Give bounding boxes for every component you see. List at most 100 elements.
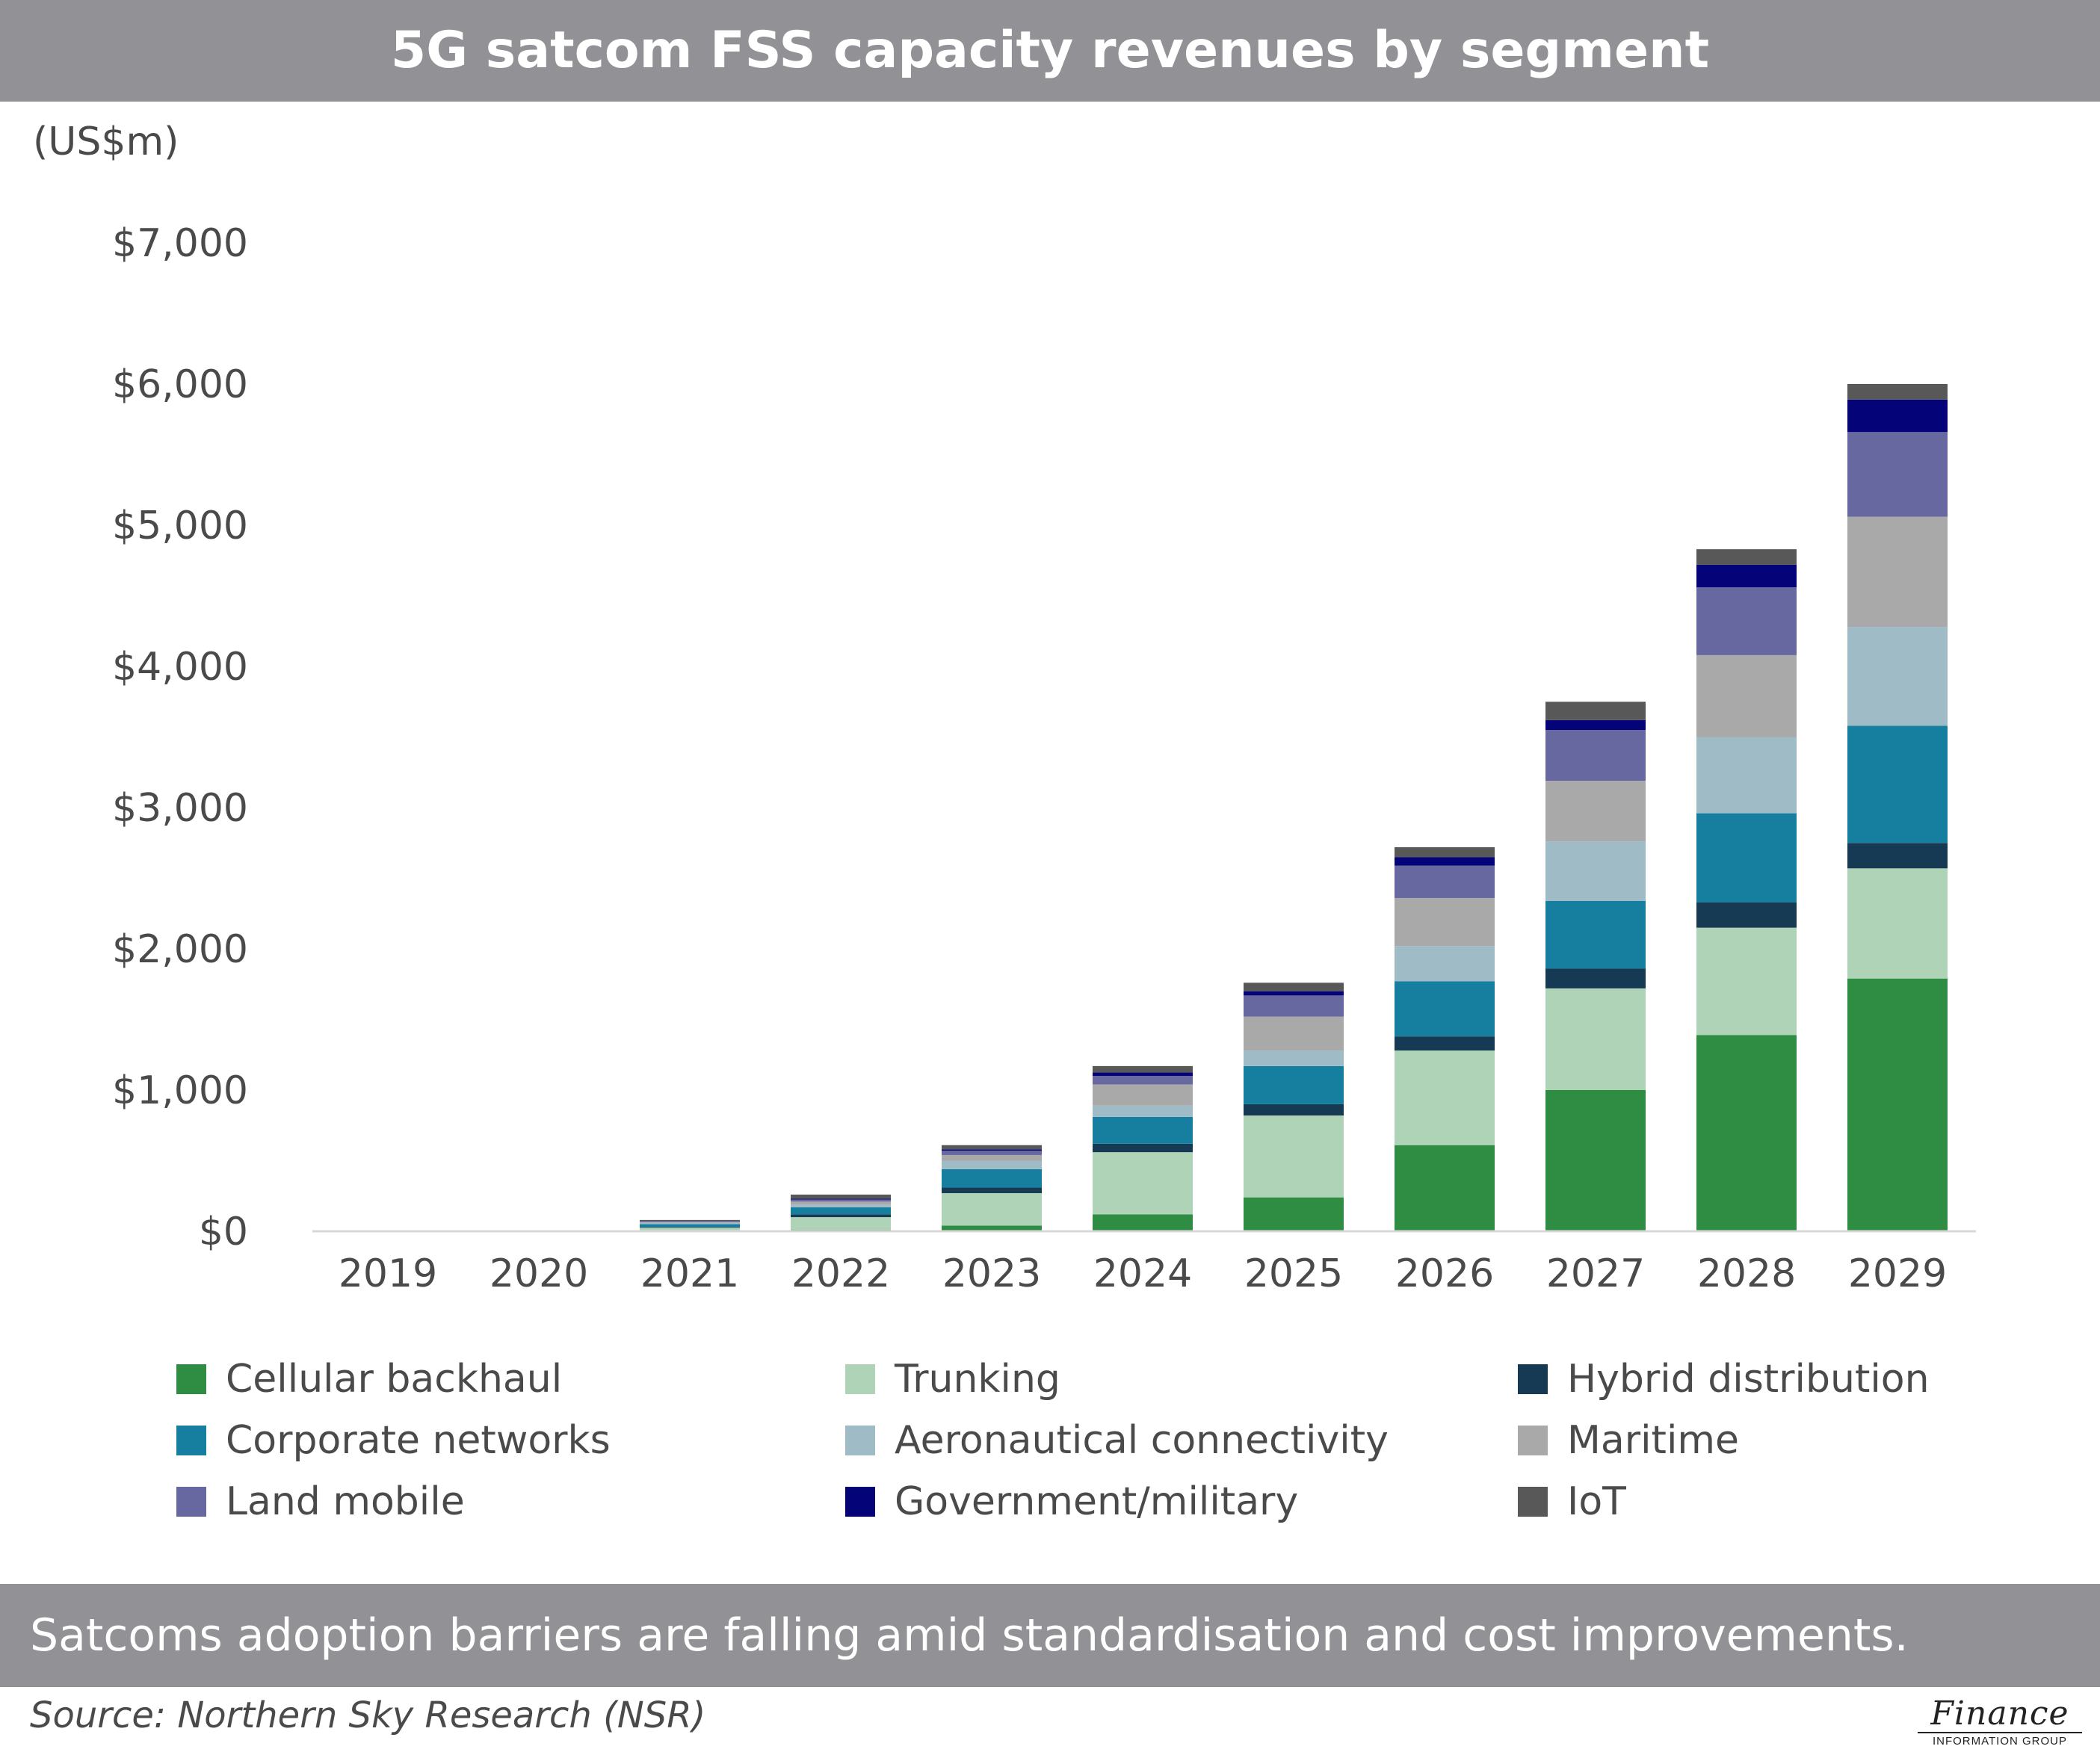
bar-segment (1545, 841, 1646, 901)
y-tick-label: $7,000 (112, 221, 248, 266)
legend-swatch (1518, 1364, 1548, 1394)
bar-segment (1545, 1090, 1646, 1231)
bar-stack-2023 (942, 1145, 1042, 1231)
legend-label: Aeronautical connectivity (895, 1418, 1389, 1463)
bar-segment (1847, 384, 1948, 400)
y-axis-unit-label: (US$m) (33, 120, 179, 164)
legend-item: Government/military (845, 1479, 1518, 1524)
bar-segment (1244, 1115, 1344, 1198)
bar-segment (1847, 432, 1948, 517)
bar-segment (1847, 978, 1948, 1231)
x-tick-label: 2021 (640, 1251, 739, 1296)
bar-segment (640, 1228, 740, 1231)
bar-segment (1093, 1072, 1193, 1077)
y-tick-label: $4,000 (112, 645, 248, 690)
bar-stack-2027 (1545, 702, 1646, 1231)
y-tick-label: $0 (199, 1210, 248, 1254)
legend-swatch (845, 1487, 875, 1517)
bar-segment (791, 1214, 891, 1218)
x-tick-label: 2024 (1093, 1251, 1192, 1296)
bar-segment (1696, 1035, 1797, 1231)
bar-segment (942, 1145, 1042, 1150)
bar-stack-2021 (640, 1219, 740, 1231)
x-tick-label: 2020 (490, 1251, 588, 1296)
x-axis: 2019 2020 2021 2022 2023 2024 2025 2026 2027 2028… (339, 1251, 1947, 1296)
bar-segment (791, 1198, 891, 1200)
bar-segment (1696, 902, 1797, 928)
bar-segment (1545, 900, 1646, 969)
bar-segment (1847, 627, 1948, 726)
bar-segment (791, 1194, 891, 1199)
bar-segment (640, 1224, 740, 1228)
bar-segment (1395, 1050, 1495, 1145)
legend-label: IoT (1567, 1479, 1626, 1524)
bar-segment (1093, 1065, 1193, 1073)
legend-label: Hybrid distribution (1567, 1357, 1930, 1402)
source-note: Source: Northern Sky Research (NSR) (30, 1694, 706, 1736)
bar-segment (640, 1222, 740, 1225)
bar-segment (640, 1219, 740, 1222)
legend-item: Land mobile (176, 1479, 845, 1524)
bar-segment (791, 1217, 891, 1231)
bar-segment (942, 1151, 1042, 1155)
bar-segment (1696, 587, 1797, 655)
bar-segment (1244, 982, 1344, 991)
x-tick-label: 2029 (1848, 1251, 1947, 1296)
bar-segment (1847, 399, 1948, 433)
bar-segment (1395, 857, 1495, 866)
bar-segment (1093, 1084, 1193, 1106)
bar-segment (791, 1201, 891, 1205)
bar-segment (1395, 865, 1495, 898)
chart-title: 5G satcom FSS capacity revenues by segme… (390, 21, 1710, 80)
bar-segment (1395, 981, 1495, 1037)
legend-label: Cellular backhaul (226, 1357, 563, 1402)
bar-segment (1244, 991, 1344, 996)
x-tick-label: 2027 (1546, 1251, 1645, 1296)
legend-swatch (1518, 1487, 1548, 1517)
legend-label: Land mobile (226, 1479, 465, 1524)
bar-segment (1545, 719, 1646, 731)
bar-segment (1696, 927, 1797, 1036)
bar-segment (1395, 1145, 1495, 1231)
legend: Cellular backhaul Trunking Hybrid distribu… (176, 1357, 2015, 1524)
finance-logo: Finance INFORMATION GROUP (1918, 1697, 2082, 1748)
legend-swatch (176, 1364, 206, 1394)
x-tick-label: 2025 (1244, 1251, 1343, 1296)
bar-area (640, 384, 1948, 1231)
y-tick-label: $6,000 (112, 362, 248, 407)
bar-segment (791, 1204, 891, 1207)
bar-segment (1093, 1116, 1193, 1144)
bar-stack-2025 (1244, 982, 1344, 1231)
bar-segment (1847, 868, 1948, 979)
footer-bar: Satcoms adoption barriers are falling am… (0, 1584, 2100, 1687)
bar-segment (1847, 843, 1948, 869)
bar-segment (1696, 654, 1797, 737)
bar-segment (1696, 737, 1797, 814)
footer-caption: Satcoms adoption barriers are falling am… (30, 1609, 1909, 1662)
bar-stack-2029 (1847, 384, 1948, 1231)
bar-segment (1545, 730, 1646, 781)
bar-segment (640, 1227, 740, 1228)
bar-segment (1545, 988, 1646, 1090)
bar-segment (1545, 781, 1646, 842)
bar-segment (1847, 516, 1948, 628)
bar-segment (1244, 1016, 1344, 1051)
bar-segment (1395, 946, 1495, 982)
bar-segment (1545, 968, 1646, 988)
legend-label: Trunking (895, 1357, 1060, 1402)
bar-segment (1244, 1050, 1344, 1066)
bar-stack-2024 (1093, 1065, 1193, 1231)
bar-segment (942, 1225, 1042, 1231)
bar-segment (1244, 1104, 1344, 1116)
legend-label: Government/military (895, 1479, 1299, 1524)
bar-segment (1696, 549, 1797, 565)
x-tick-label: 2019 (339, 1251, 437, 1296)
bar-segment (942, 1169, 1042, 1188)
bar-segment (1395, 846, 1495, 858)
y-tick-label: $1,000 (112, 1068, 248, 1113)
legend-label: Corporate networks (226, 1418, 611, 1463)
bar-segment (1244, 995, 1344, 1017)
x-tick-label: 2028 (1697, 1251, 1796, 1296)
bar-segment (942, 1187, 1042, 1193)
x-tick-label: 2023 (942, 1251, 1041, 1296)
